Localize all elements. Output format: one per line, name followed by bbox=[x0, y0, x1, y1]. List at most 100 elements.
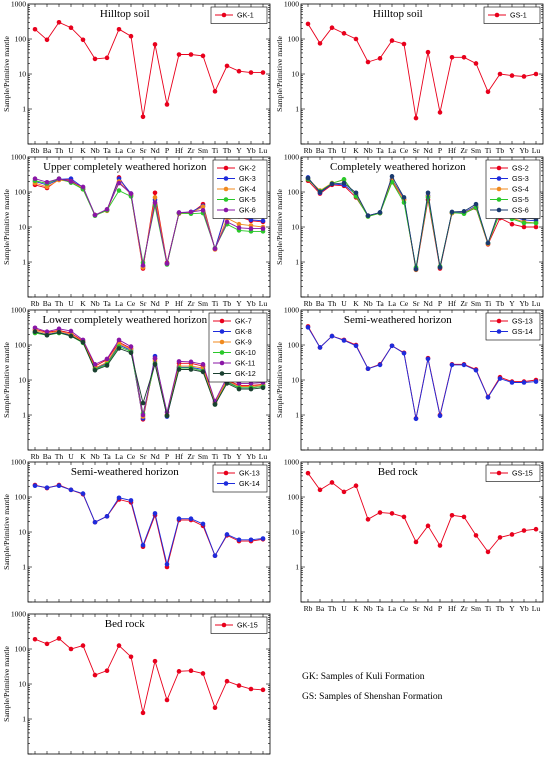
x-tick-label: Tb bbox=[496, 146, 505, 155]
data-point-gk-12 bbox=[188, 367, 194, 372]
x-tick-label: Yb bbox=[519, 604, 528, 613]
data-point-gs-2 bbox=[533, 224, 539, 230]
y-axis-label: Sample/Primitive mantle bbox=[2, 189, 11, 265]
data-point-gk-15 bbox=[236, 683, 242, 688]
legend-box bbox=[210, 616, 268, 634]
data-point-gk-15 bbox=[44, 641, 50, 647]
x-tick-label: Lu bbox=[532, 604, 541, 613]
x-tick-label: Rb bbox=[304, 146, 313, 155]
legend-marker bbox=[496, 186, 502, 192]
data-point-gk-12 bbox=[248, 386, 254, 392]
chart-title: Upper completely weathered horizon bbox=[43, 161, 207, 173]
x-tick-label: Hf bbox=[175, 452, 183, 461]
legend: GK-2GK-3 GK-4GK-5 GK-6 bbox=[212, 159, 268, 219]
x-tick-label: Ti bbox=[485, 299, 491, 308]
data-point-gk-6 bbox=[128, 191, 134, 196]
series-line-gk-13 bbox=[34, 484, 264, 568]
legend-box bbox=[212, 464, 268, 493]
y-axis-label: Sample/Primitive mantle bbox=[2, 342, 11, 418]
data-point-gk-15 bbox=[176, 669, 182, 674]
x-tick-label: Rb bbox=[304, 604, 313, 613]
data-point-gs-1 bbox=[329, 25, 335, 31]
legend-label: GS-13 bbox=[512, 317, 533, 326]
data-point-gk-11 bbox=[44, 329, 50, 334]
x-tick-label: Ta bbox=[103, 452, 111, 461]
y-tick-label: 100 bbox=[288, 341, 300, 350]
x-tick-label: Hf bbox=[175, 299, 183, 308]
data-point-gs-1 bbox=[353, 36, 359, 42]
data-point-gs-14 bbox=[425, 356, 431, 362]
chart-title: Completely weathered horizon bbox=[330, 161, 466, 173]
x-tick-label: U bbox=[68, 452, 74, 461]
data-point-gk-5 bbox=[116, 188, 122, 193]
legend: GK-1 bbox=[210, 6, 268, 24]
legend-marker bbox=[496, 329, 502, 334]
data-point-gs-15 bbox=[389, 511, 395, 516]
data-point-gs-2 bbox=[509, 221, 515, 227]
data-point-gk-15 bbox=[104, 668, 110, 673]
y-tick-label: 1000 bbox=[11, 306, 26, 315]
x-tick-label: Th bbox=[55, 452, 64, 461]
data-point-gk-1 bbox=[128, 33, 134, 39]
data-point-gs-15 bbox=[437, 543, 443, 548]
data-point-gk-1 bbox=[224, 63, 230, 69]
y-tick-label: 1 bbox=[295, 563, 299, 572]
data-point-gk-11 bbox=[128, 344, 134, 349]
x-tick-label: Ce bbox=[127, 299, 136, 308]
legend-marker bbox=[221, 12, 227, 18]
data-point-gs-15 bbox=[305, 470, 311, 476]
data-point-gk-15 bbox=[140, 710, 146, 716]
legend-label: GS-2 bbox=[512, 164, 529, 173]
y-tick-label: 1000 bbox=[11, 153, 26, 162]
y-tick-label: 10 bbox=[291, 70, 299, 79]
data-point-gk-1 bbox=[140, 114, 146, 120]
x-tick-label: K bbox=[353, 299, 359, 308]
y-tick-label: 100 bbox=[15, 341, 27, 350]
x-tick-label: La bbox=[388, 299, 397, 308]
legend-marker bbox=[496, 318, 502, 324]
data-point-gk-6 bbox=[236, 225, 242, 231]
x-tick-label: Ta bbox=[376, 299, 384, 308]
x-tick-label: Nb bbox=[90, 299, 99, 308]
legend-marker bbox=[221, 622, 227, 628]
data-point-gs-1 bbox=[377, 56, 383, 61]
note-gk: GK: Samples of Kuli Formation bbox=[302, 672, 425, 682]
x-tick-label: Yb bbox=[246, 146, 255, 155]
data-point-gs-6 bbox=[341, 180, 347, 186]
x-tick-label: La bbox=[388, 146, 397, 155]
data-point-gs-6 bbox=[485, 240, 491, 246]
data-point-gk-14 bbox=[80, 491, 86, 496]
x-tick-label: Ba bbox=[316, 299, 325, 308]
y-tick-label: 100 bbox=[288, 493, 300, 502]
legend-label: GS-15 bbox=[512, 469, 533, 478]
y-tick-label: 100 bbox=[288, 188, 300, 197]
data-point-gs-15 bbox=[329, 480, 335, 485]
data-point-gs-1 bbox=[461, 55, 467, 60]
x-tick-label: Zr bbox=[460, 146, 468, 155]
x-tick-label: Nd bbox=[423, 604, 432, 613]
x-tick-label: Ce bbox=[400, 299, 409, 308]
x-tick-label: Sr bbox=[140, 299, 147, 308]
x-tick-label: Sm bbox=[471, 299, 481, 308]
data-point-gk-14 bbox=[200, 521, 206, 527]
y-tick-label: 100 bbox=[288, 35, 300, 44]
data-point-gs-15 bbox=[497, 535, 503, 540]
x-tick-label: Sr bbox=[413, 146, 420, 155]
x-tick-label: Nb bbox=[90, 146, 99, 155]
data-point-gs-14 bbox=[401, 350, 407, 356]
data-point-gs-6 bbox=[317, 189, 323, 195]
x-tick-label: Hf bbox=[448, 299, 456, 308]
chart-title: Hilltop soil bbox=[100, 8, 150, 20]
legend-box bbox=[485, 312, 541, 341]
data-point-gk-3 bbox=[260, 218, 266, 224]
data-point-gk-15 bbox=[200, 671, 206, 676]
data-point-gk-15 bbox=[56, 636, 62, 641]
x-tick-label: Ba bbox=[43, 146, 52, 155]
x-tick-label: P bbox=[165, 452, 169, 461]
legend-marker bbox=[223, 186, 229, 192]
y-tick-label: 10 bbox=[18, 680, 26, 689]
x-tick-label: Ta bbox=[376, 146, 384, 155]
legend-label: GK-7 bbox=[235, 317, 252, 326]
legend-label: GK-5 bbox=[239, 195, 256, 204]
